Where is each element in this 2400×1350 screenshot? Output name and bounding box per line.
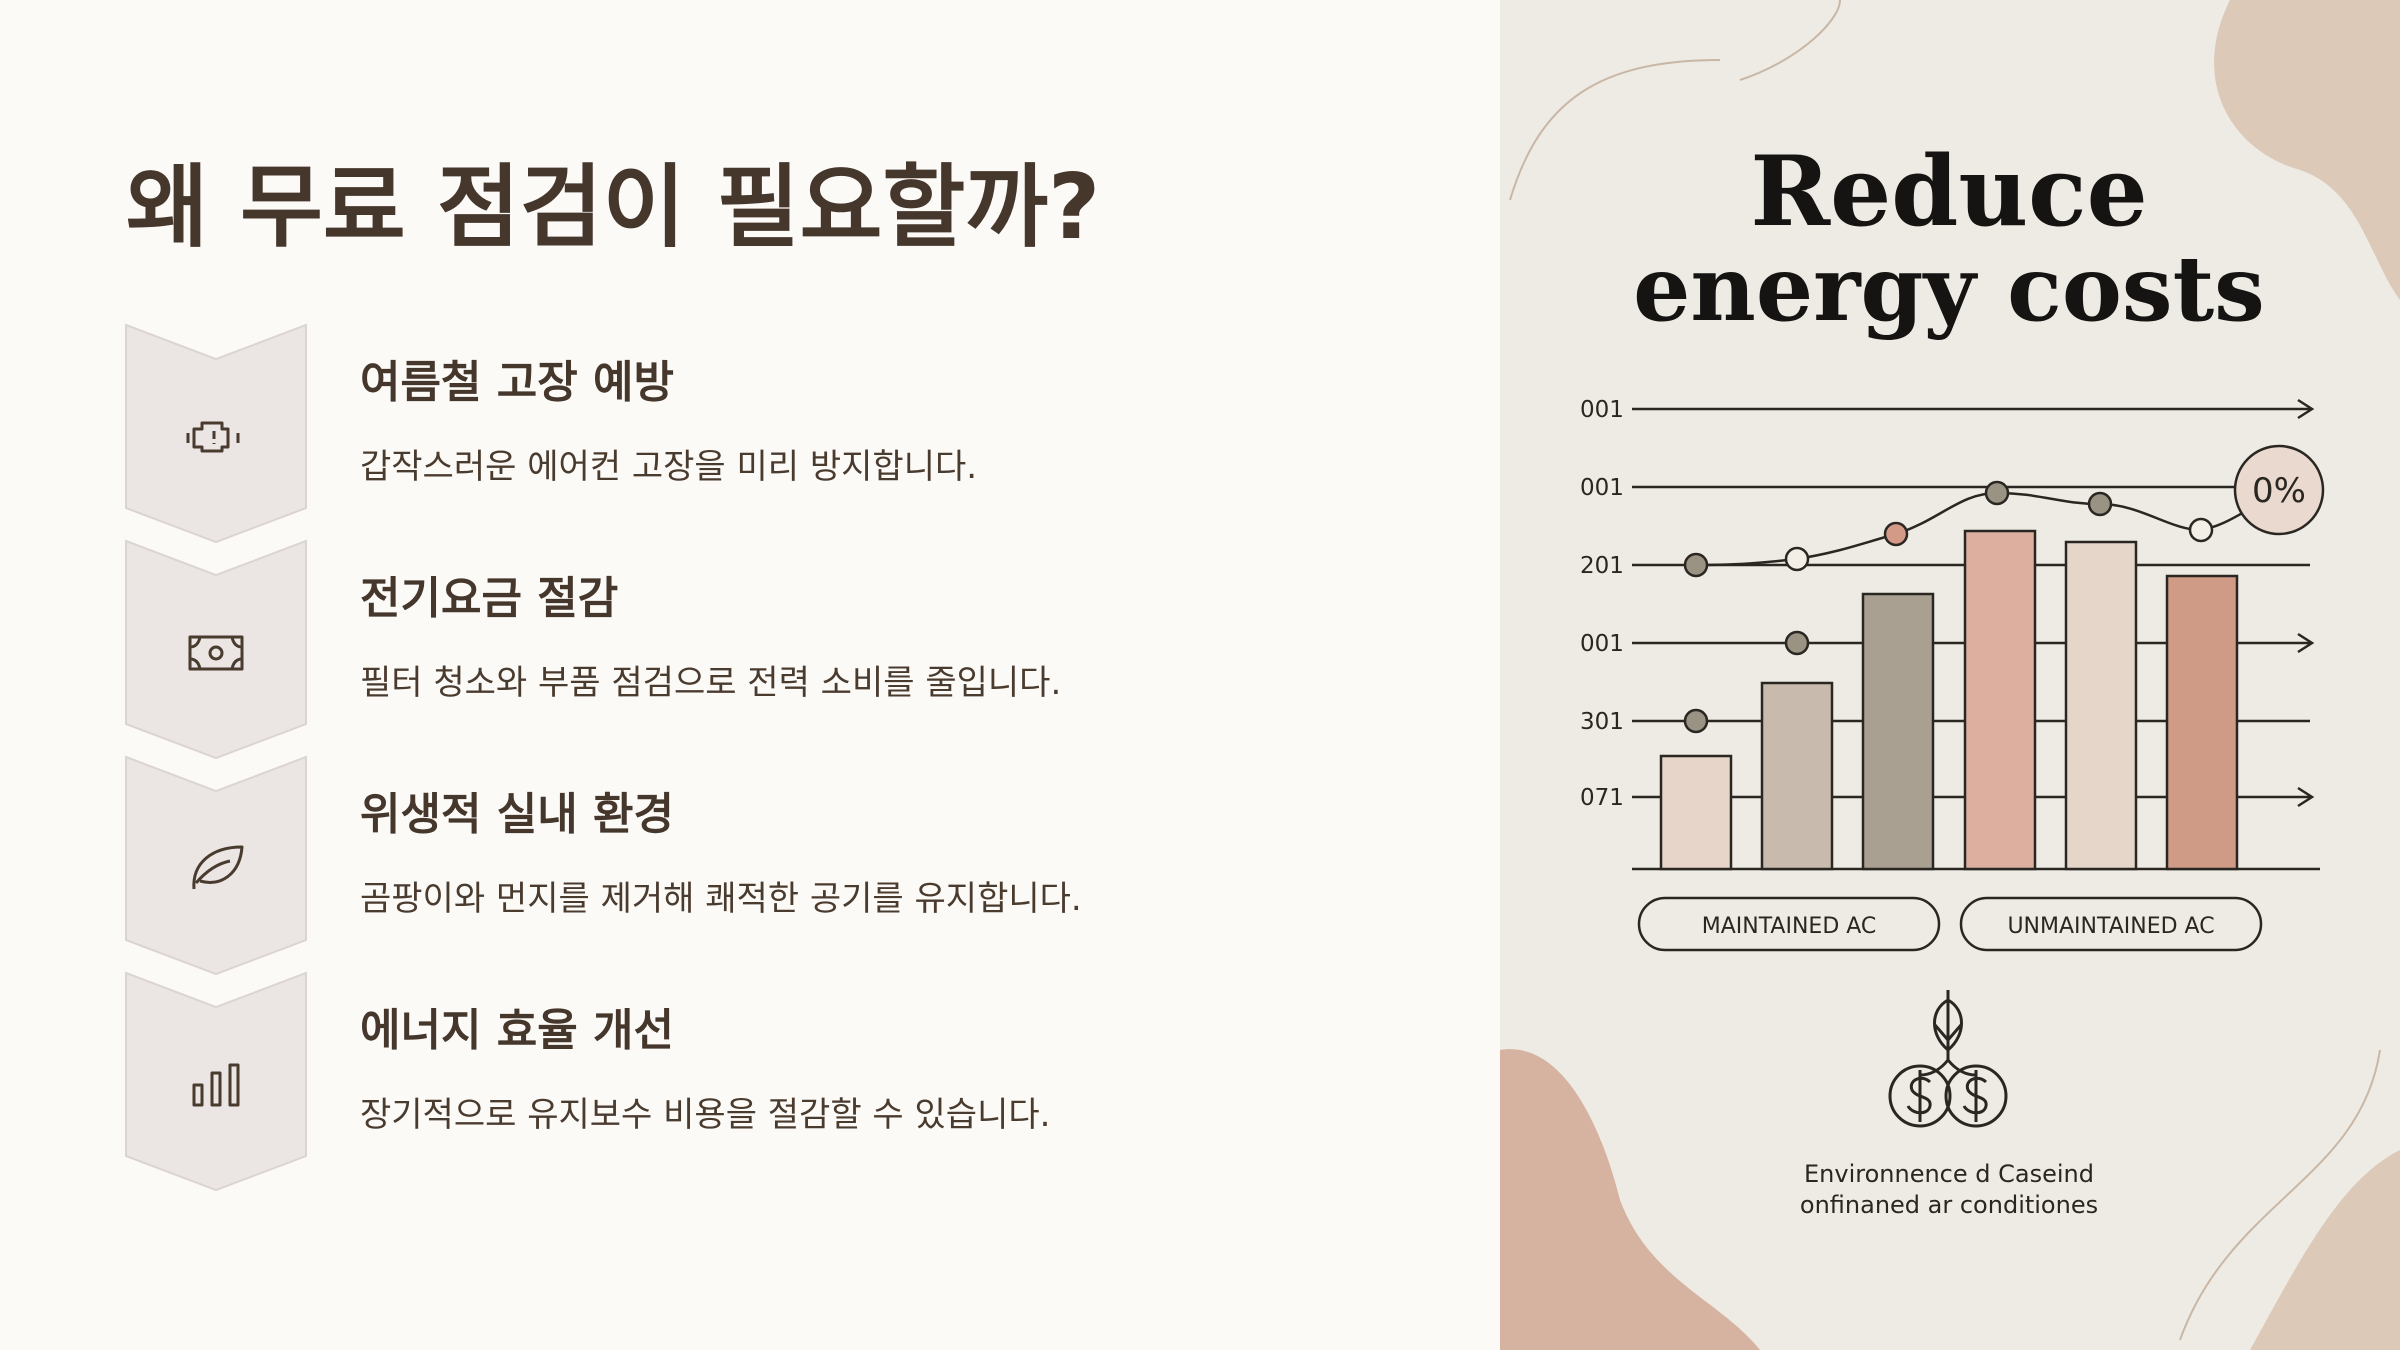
axis-label: 001	[1580, 397, 1624, 423]
item-heading: 여름철 고장 예방	[360, 357, 674, 408]
trend-point	[1883, 521, 1909, 547]
trend-point	[2188, 517, 2214, 543]
item-description: 장기적으로 유지보수 비용을 절감할 수 있습니다.	[360, 1095, 1050, 1135]
dollar-signs	[1906, 1070, 1988, 1122]
caption: onfinaned ar conditiones	[1800, 1191, 2098, 1219]
item-heading: 전기요금 절감	[360, 573, 618, 624]
badge	[2233, 444, 2325, 536]
item-icon	[192, 845, 244, 890]
trend-point	[1784, 630, 1810, 656]
caption: Environnence d Caseind	[1804, 1160, 2094, 1188]
illustration-title: energy costs	[1633, 236, 2265, 342]
axis-label: 001	[1580, 631, 1624, 657]
illustration-chart: 001 001 201 001 301 071 0% MAINTAINED AC UNMAINT…	[1580, 397, 2325, 1219]
legend-pill	[1959, 896, 2263, 952]
money-plant-icon	[1919, 990, 1977, 1077]
illustration-title: Reduce	[1750, 135, 2147, 248]
axis-label: 301	[1580, 709, 1624, 735]
illustration-bar	[2064, 540, 2138, 871]
chevron	[125, 323, 307, 544]
legend-label: MAINTAINED AC	[1702, 914, 1877, 939]
illustration-bar	[2165, 574, 2239, 871]
item-icon	[192, 1063, 240, 1107]
item-icon	[186, 421, 240, 453]
trend-point	[1683, 552, 1709, 578]
trend-point	[2087, 491, 2113, 517]
item-description: 곰팡이와 먼지를 제거해 쾌적한 공기를 유지합니다.	[360, 879, 1082, 919]
item-heading: 에너지 효율 개선	[360, 1005, 674, 1056]
slide-title: 왜 무료 점검이 필요할까?	[126, 155, 1100, 260]
illustration-bar	[1659, 754, 1733, 871]
item-description: 필터 청소와 부품 점검으로 전력 소비를 줄입니다.	[360, 663, 1061, 703]
badge-label: 0%	[2252, 471, 2306, 511]
chevron	[125, 971, 307, 1192]
trend-point	[1683, 708, 1709, 734]
chevron	[125, 539, 307, 760]
axis-label: 071	[1580, 785, 1624, 811]
item-heading: 위생적 실내 환경	[360, 789, 674, 840]
illustration-bar	[1760, 681, 1834, 871]
item-icon	[188, 635, 244, 671]
coin	[1888, 1064, 1952, 1128]
trend-point	[1984, 480, 2010, 506]
trend-point	[1784, 546, 1810, 572]
item-description: 갑작스러운 에어컨 고장을 미리 방지합니다.	[360, 447, 977, 487]
legend-label: UNMAINTAINED AC	[2007, 914, 2214, 939]
illustration-bar	[1963, 529, 2037, 871]
right-panel	[1500, 0, 2400, 1350]
arrow-head	[2297, 786, 2315, 808]
illustration-bar	[1861, 592, 1935, 871]
arrow-head	[2297, 398, 2315, 420]
coin	[1944, 1064, 2008, 1128]
axis-label: 201	[1580, 553, 1624, 579]
legend-pill	[1637, 896, 1941, 952]
arrow-head	[2297, 632, 2315, 654]
axis-label: 001	[1580, 475, 1624, 501]
